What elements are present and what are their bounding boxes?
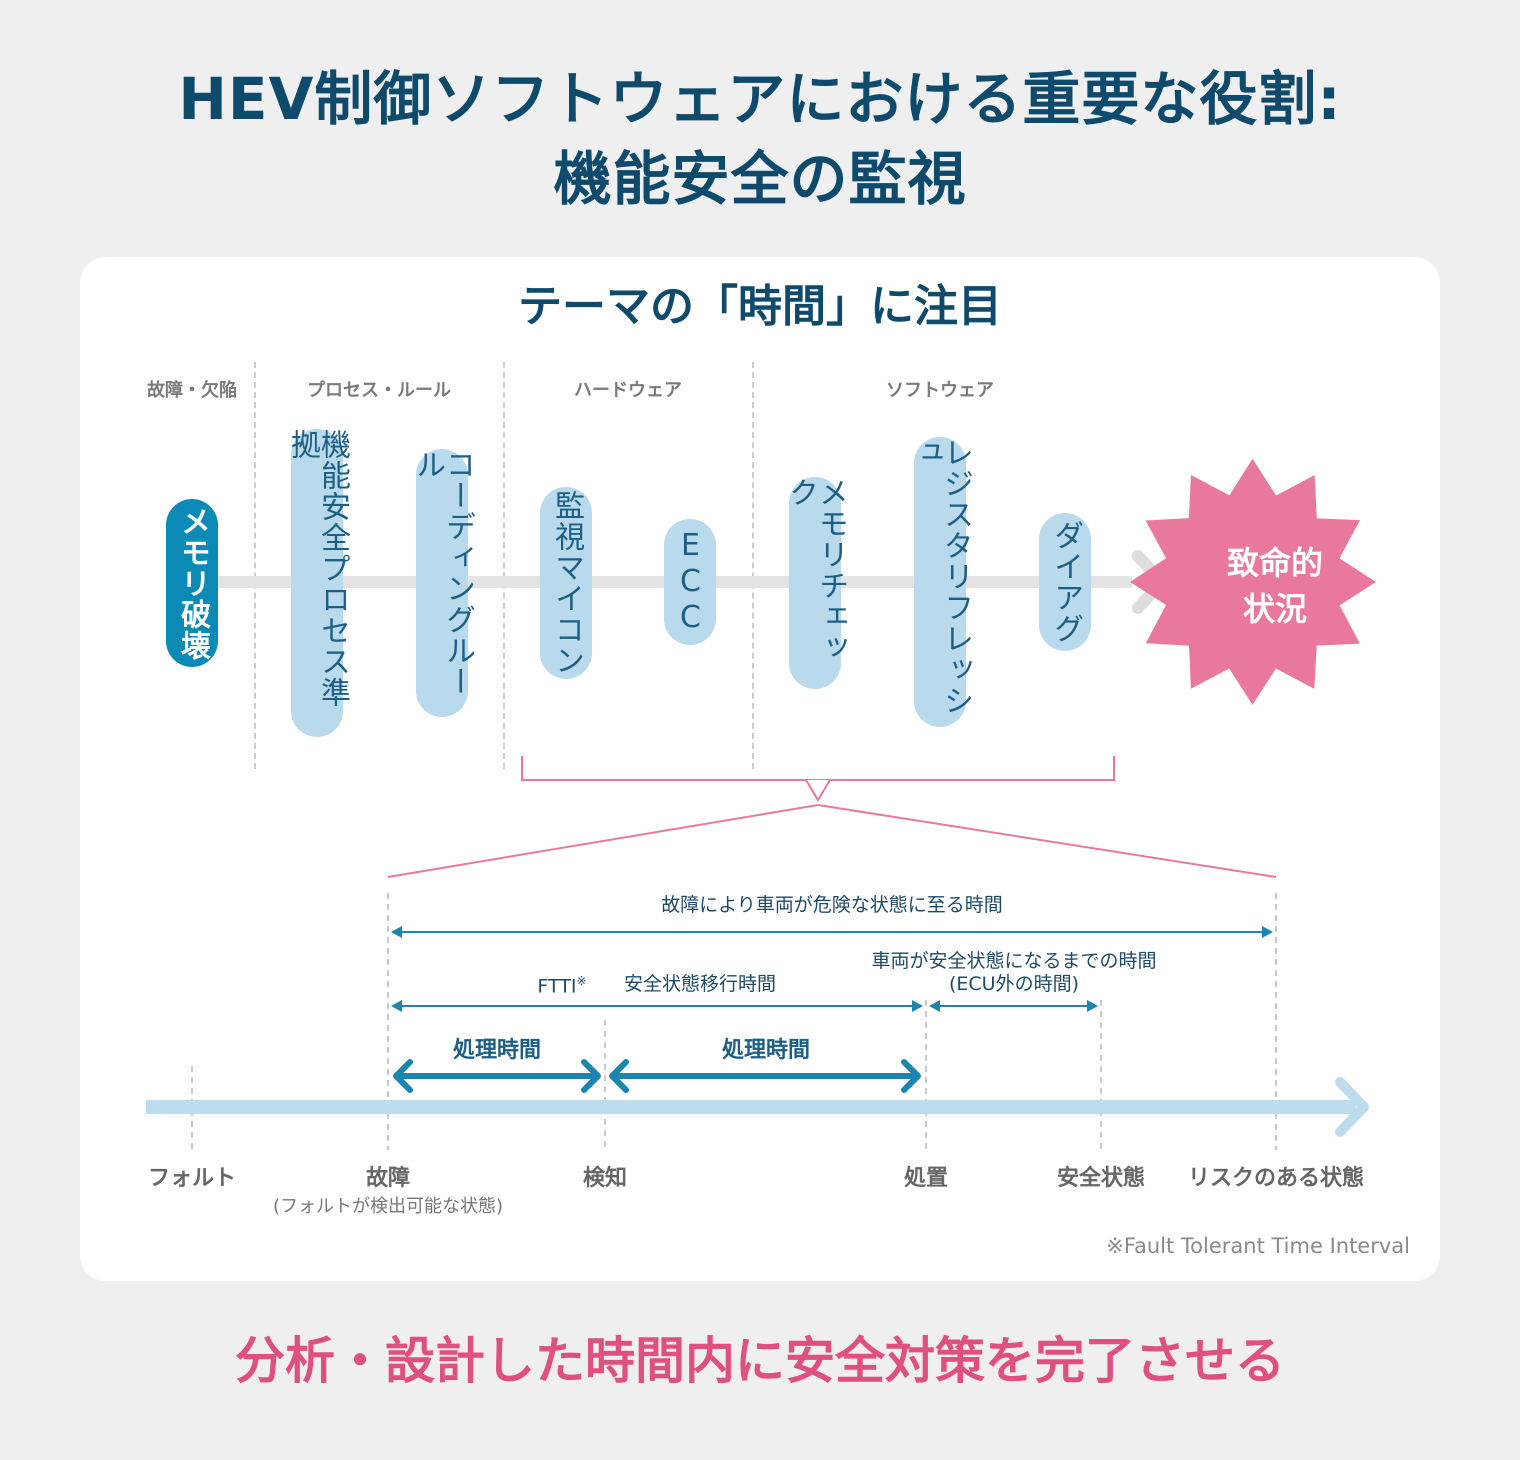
timeline-bar <box>146 1100 1356 1114</box>
pill-watchdog-mcu: 監視マイコン <box>540 487 592 679</box>
timeline-arrow-head-icon <box>1335 1077 1369 1137</box>
timeline-label-safe: 安全状態 <box>1056 1166 1146 1191</box>
interval-vehicle-safe-note: (ECU外の時間) <box>948 973 1080 995</box>
category-process: プロセス・ルール <box>307 380 451 401</box>
zoom-line-right <box>817 804 1277 878</box>
pill-memory-check: メモリチェック <box>783 477 848 689</box>
pill-register-refresh: レジスタリフレッシュ <box>908 437 973 727</box>
pill-coding-rules: コーディングルール <box>410 449 475 717</box>
conclusion-text: 分析・設計した時間内に安全対策を完了させる <box>235 1332 1285 1390</box>
timeline-label-treat: 処置 <box>903 1166 949 1191</box>
timeline-label-detect: 検知 <box>582 1166 628 1191</box>
zoom-bracket <box>521 756 1115 781</box>
pill-process-compliance: 機能安全プロセス準拠 <box>285 429 350 737</box>
category-hardware: ハードウェア <box>574 380 682 401</box>
category-separator <box>752 362 754 769</box>
zoom-bracket-notch <box>805 779 831 802</box>
category-separator <box>254 362 256 769</box>
theme-heading: テーマの「時間」に注目 <box>518 281 1002 332</box>
zoom-line-left <box>387 804 819 878</box>
processing-time-label-2: 処理時間 <box>721 1038 811 1063</box>
processing-time-label-1: 処理時間 <box>452 1038 542 1063</box>
interval-vehicle-safe-label: 車両が安全状態になるまでの時間 <box>871 950 1157 972</box>
timeline-label-failure: 故障 <box>365 1166 411 1191</box>
pill-memory-destroy: メモリ破壊 <box>166 499 218 667</box>
footnote: ※Fault Tolerant Time Interval <box>1106 1234 1410 1258</box>
page-title-line1: HEV制御ソフトウェアにおける重要な役割: <box>178 65 1342 133</box>
category-fault: 故障・欠陥 <box>147 380 237 401</box>
processing-arrow-2 <box>609 1059 921 1093</box>
interval-transition-label: 安全状態移行時間 <box>623 973 777 995</box>
page-title-line2: 機能安全の監視 <box>553 145 967 213</box>
timeline-label-failure-note: (フォルトが検出可能な状態) <box>272 1196 504 1217</box>
interval-total-arrow <box>391 926 1273 938</box>
pill-ecc: ECC <box>664 519 716 645</box>
critical-situation-label: 致命的 状況 <box>1226 544 1323 628</box>
processing-arrow-1 <box>393 1059 601 1093</box>
interval-total-label: 故障により車両が危険な状態に至る時間 <box>661 894 1003 916</box>
timeline-label-risk: リスクのある状態 <box>1187 1166 1365 1191</box>
interval-ftti-label: FTTI※ <box>537 974 587 998</box>
interval-vehicle-safe-arrow <box>929 1000 1098 1012</box>
pill-diagnosis: ダイアグ <box>1039 513 1091 651</box>
timeline-label-fault: フォルト <box>147 1166 237 1191</box>
starburst-critical-icon <box>1130 458 1376 705</box>
category-separator <box>503 362 505 769</box>
interval-ftti-arrow <box>391 1000 923 1012</box>
category-software: ソフトウェア <box>886 380 994 401</box>
